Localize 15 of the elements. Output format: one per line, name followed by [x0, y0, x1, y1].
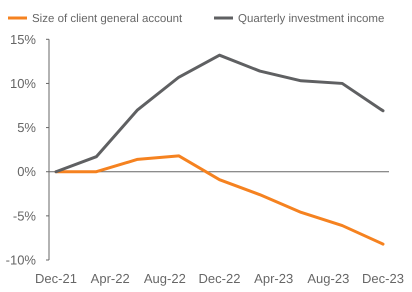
y-tick-label: -5% [12, 208, 36, 224]
legend-label: Quarterly investment income [238, 13, 384, 25]
y-tick-label: -10% [6, 252, 36, 268]
x-tick-label: Aug-22 [144, 271, 186, 286]
x-tick-label: Dec-22 [198, 271, 240, 286]
x-tick-label: Aug-23 [307, 271, 350, 286]
y-tick-label: 5% [17, 120, 36, 136]
x-tick-label: Apr-23 [254, 271, 294, 286]
x-tick-label: Dec-21 [35, 271, 77, 286]
x-tick-label: Dec-23 [362, 271, 404, 286]
y-tick-label: 15% [10, 32, 36, 47]
y-tick-label: 10% [10, 76, 36, 91]
legend-label: Size of client general account [32, 13, 184, 25]
y-tick-label: 0% [17, 164, 36, 180]
x-tick-label: Apr-22 [90, 271, 130, 286]
